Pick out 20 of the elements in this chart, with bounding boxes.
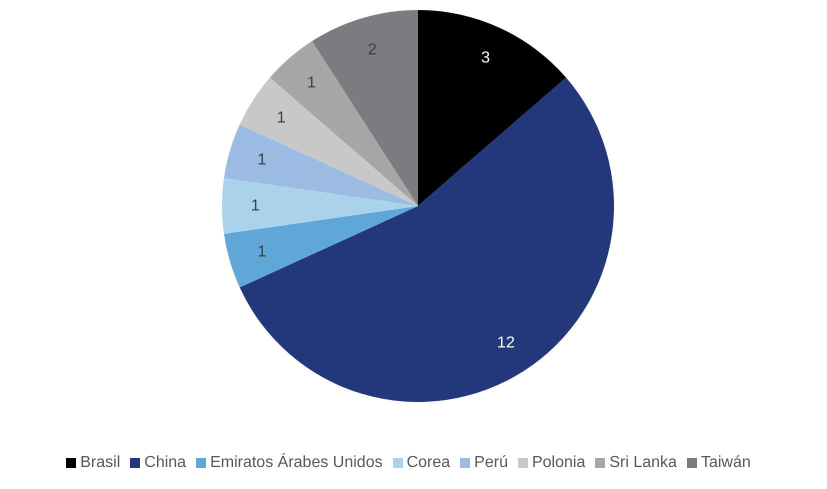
data-label: 1: [276, 110, 286, 127]
data-label: 1: [257, 152, 266, 169]
data-label: 12: [497, 334, 515, 352]
legend-label: Emiratos Árabes Unidos: [210, 454, 383, 471]
pie-slice: [222, 178, 418, 234]
legend-label: Brasil: [80, 454, 120, 471]
data-label: 3: [481, 50, 490, 67]
data-label: 2: [368, 41, 377, 58]
legend-label: Polonia: [532, 454, 586, 471]
pie-slice: [418, 10, 566, 206]
data-label: 1: [257, 243, 266, 260]
legend-label: China: [144, 454, 186, 471]
legend-label: Sri Lanka: [609, 454, 677, 471]
data-label: 1: [307, 74, 316, 92]
legend-label: Corea: [406, 454, 450, 471]
legend-label: Perú: [474, 454, 508, 471]
legend-label: Taiwán: [700, 454, 751, 471]
pie-slice: [240, 78, 614, 402]
pie-slice: [270, 41, 418, 206]
data-label: 1: [250, 198, 260, 214]
